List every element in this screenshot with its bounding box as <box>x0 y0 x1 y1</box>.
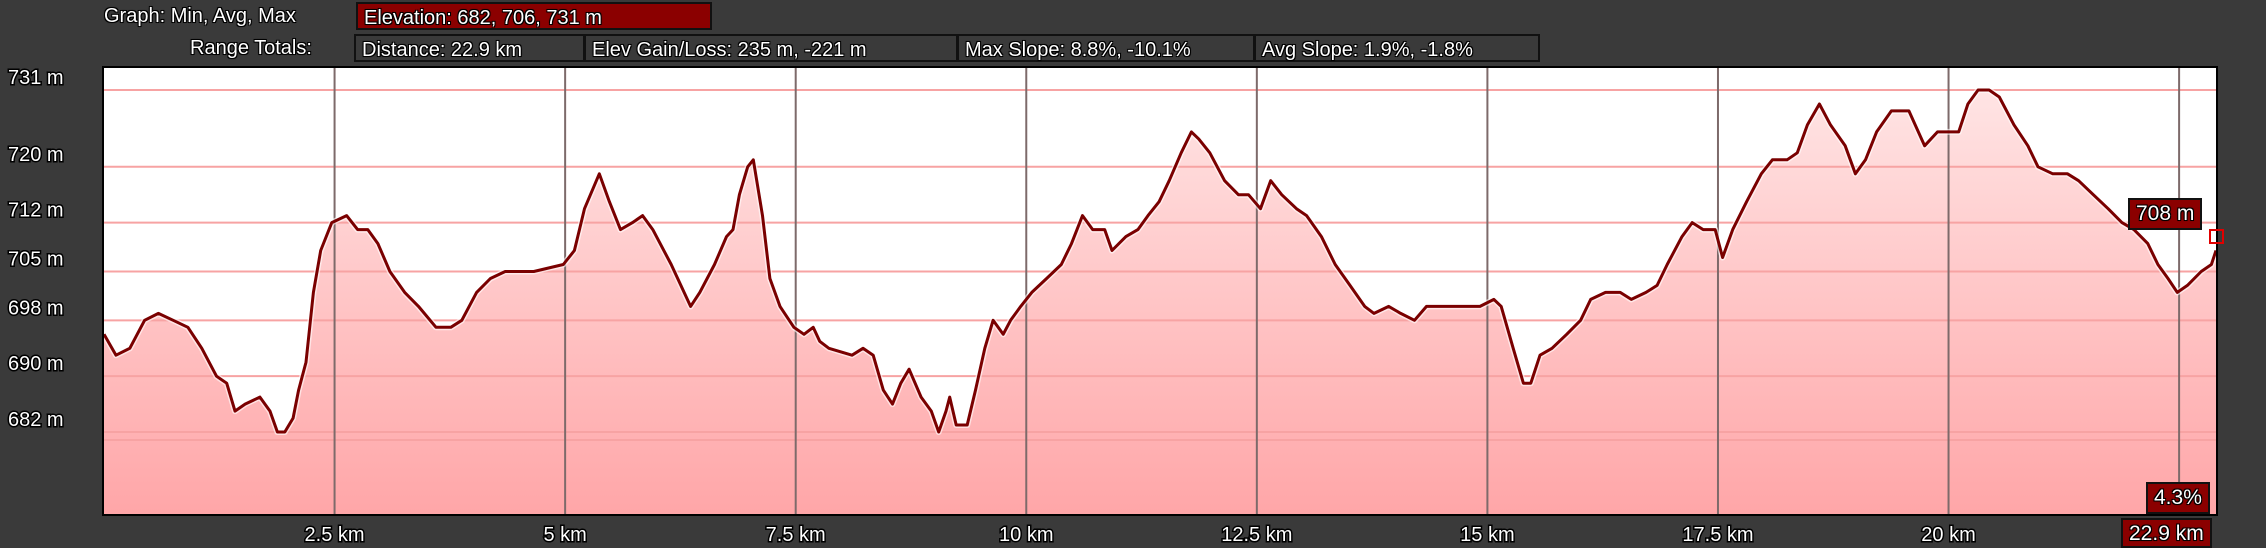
y-tick-label: 720 m <box>8 144 64 166</box>
avg-slope-total: Avg Slope: 1.9%, -1.8% <box>1254 34 1540 62</box>
range-totals-label: Range Totals: <box>190 37 312 59</box>
y-tick-label: 731 m <box>8 67 64 89</box>
cursor-marker[interactable] <box>2209 229 2224 244</box>
elev-gain-loss-total: Elev Gain/Loss: 235 m, -221 m <box>584 34 958 62</box>
x-tick-label: 15 km <box>1460 524 1514 546</box>
distance-total: Distance: 22.9 km <box>354 34 585 62</box>
cursor-elevation-badge: 708 m <box>2128 198 2203 230</box>
y-tick-label: 690 m <box>8 353 64 375</box>
graph-stats-label: Graph: Min, Avg, Max <box>104 5 296 27</box>
y-tick-label: 712 m <box>8 200 64 222</box>
cursor-distance-badge: 22.9 km <box>2121 518 2212 548</box>
x-tick-label: 20 km <box>1921 524 1975 546</box>
x-tick-label: 17.5 km <box>1682 524 1753 546</box>
y-tick-label: 682 m <box>8 409 64 431</box>
max-slope-total: Max Slope: 8.8%, -10.1% <box>957 34 1255 62</box>
x-tick-label: 10 km <box>999 524 1053 546</box>
y-tick-label: 698 m <box>8 297 64 319</box>
x-tick-label: 2.5 km <box>305 524 365 546</box>
x-tick-label: 12.5 km <box>1221 524 1292 546</box>
x-tick-label: 7.5 km <box>766 524 826 546</box>
x-tick-label: 5 km <box>543 524 586 546</box>
elevation-area <box>104 90 2216 514</box>
cursor-slope-badge: 4.3% <box>2146 482 2210 514</box>
y-tick-label: 705 m <box>8 248 64 270</box>
elevation-line <box>104 88 2216 434</box>
elevation-stats-badge: Elevation: 682, 706, 731 m <box>356 2 712 30</box>
